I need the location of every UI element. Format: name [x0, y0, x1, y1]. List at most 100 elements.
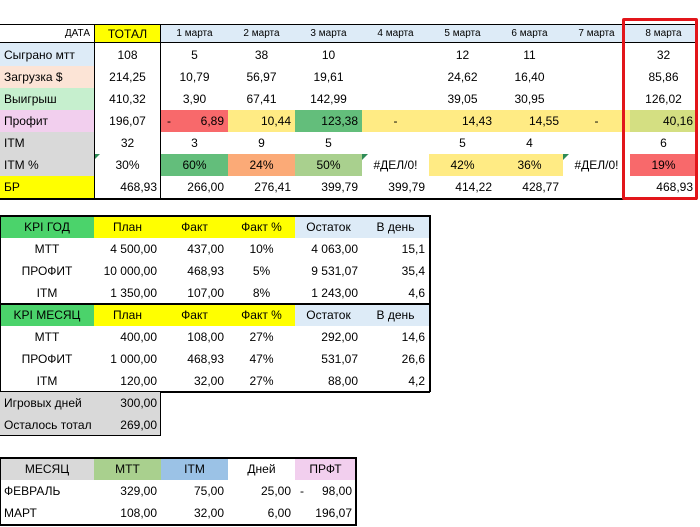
data-cell[interactable]: 10 000,00 [103, 264, 157, 278]
data-cell[interactable]: 14,43 [429, 110, 496, 132]
month-header-4[interactable]: ПРФТ [295, 458, 356, 480]
data-cell[interactable]: 47% [249, 352, 274, 366]
data-cell[interactable]: 276,41 [254, 180, 291, 194]
data-cell[interactable]: #ДЕЛ/0! [574, 158, 619, 172]
data-cell[interactable]: 468,93 [120, 180, 157, 194]
data-cell[interactable]: 16,40 [514, 70, 545, 84]
data-cell[interactable]: 410,32 [109, 92, 146, 106]
data-cell[interactable] [563, 66, 630, 88]
data-cell[interactable]: 4 063,00 [311, 242, 358, 256]
data-cell[interactable]: МТТ [34, 242, 60, 256]
data-cell[interactable]: МТТ [34, 330, 60, 344]
data-cell[interactable] [362, 132, 429, 154]
data-cell[interactable]: ФЕВРАЛЬ [4, 484, 61, 498]
data-cell[interactable]: 6,00 [267, 506, 291, 520]
data-cell[interactable]: 5 [459, 136, 466, 150]
kpi_month-header-2[interactable]: Факт [161, 304, 228, 326]
data-cell[interactable]: 428,77 [522, 180, 559, 194]
header-6[interactable]: 5 марта [429, 24, 496, 43]
data-cell[interactable]: 531,07 [321, 352, 358, 366]
kpi_year-header-1[interactable]: План [94, 216, 161, 238]
data-cell[interactable]: 67,41 [246, 92, 277, 106]
data-cell[interactable]: 14,6 [401, 330, 425, 344]
data-cell[interactable]: 9 531,07 [311, 264, 358, 278]
data-cell[interactable]: 1 000,00 [110, 352, 157, 366]
data-cell[interactable]: 142,99 [310, 92, 347, 106]
data-cell[interactable]: 399,79 [321, 180, 358, 194]
data-cell[interactable]: - [362, 110, 429, 132]
minus-sign[interactable]: - [167, 114, 171, 128]
data-cell[interactable]: 10% [249, 242, 274, 256]
data-cell[interactable]: ITM [36, 286, 58, 300]
header-9[interactable]: 8 марта [630, 24, 697, 43]
data-cell[interactable]: 400,00 [120, 330, 157, 344]
data-cell[interactable]: 38 [254, 47, 269, 62]
data-cell[interactable]: 4 [526, 136, 533, 150]
data-cell[interactable]: 108 [117, 47, 138, 62]
header-date[interactable]: ДАТА [64, 28, 90, 39]
days-label[interactable]: Осталось тотал [0, 414, 94, 436]
data-cell[interactable]: 32,00 [193, 374, 224, 388]
data-cell[interactable]: 214,25 [109, 70, 146, 84]
data-cell[interactable]: 107,00 [187, 286, 224, 300]
data-cell[interactable]: 40,16 [630, 110, 697, 132]
data-cell[interactable]: ПРОФИТ [21, 264, 73, 278]
month-header-0[interactable]: МЕСЯЦ [0, 458, 94, 480]
kpi_month-header-3[interactable]: Факт % [228, 304, 295, 326]
data-cell[interactable]: 4 500,00 [110, 242, 157, 256]
row-label[interactable]: ITM % [0, 154, 94, 176]
data-cell[interactable]: - [563, 110, 630, 132]
data-cell[interactable]: 27% [249, 330, 274, 344]
data-cell[interactable]: 32 [656, 47, 671, 62]
data-cell[interactable]: 6 [660, 136, 667, 150]
data-cell[interactable]: 10 [321, 47, 336, 62]
data-cell[interactable]: 5% [252, 264, 271, 278]
data-cell[interactable]: 25,00 [260, 484, 291, 498]
data-cell[interactable]: 24% [228, 154, 295, 176]
kpi_year-header-5[interactable]: В день [362, 216, 429, 238]
data-cell[interactable]: 26,6 [401, 352, 425, 366]
data-cell[interactable]: 9 [258, 136, 265, 150]
data-cell[interactable]: ITM [36, 374, 58, 388]
data-cell[interactable]: #ДЕЛ/0! [373, 158, 418, 172]
data-cell[interactable]: 10,44 [228, 110, 295, 132]
header-4[interactable]: 3 марта [295, 24, 362, 43]
row-label[interactable]: Сыграно мтт [0, 43, 94, 66]
data-cell[interactable]: 399,79 [388, 180, 425, 194]
data-cell[interactable]: 98,00 [321, 484, 352, 498]
data-cell[interactable]: 5 [191, 47, 198, 62]
kpi_year-header-3[interactable]: Факт % [228, 216, 295, 238]
kpi_year-header-4[interactable]: Остаток [295, 216, 362, 238]
month-header-3[interactable]: Дней [247, 462, 276, 476]
data-cell[interactable]: 123,38 [295, 110, 362, 132]
data-cell[interactable] [563, 176, 630, 198]
month-header-2[interactable]: ITM [161, 458, 228, 480]
data-cell[interactable]: 437,00 [187, 242, 224, 256]
data-cell[interactable] [563, 43, 630, 66]
row-label[interactable]: ITM [0, 132, 94, 154]
data-cell[interactable]: 39,05 [447, 92, 478, 106]
data-cell[interactable]: 196,07 [109, 114, 146, 128]
data-cell[interactable]: 108,00 [187, 330, 224, 344]
header-2[interactable]: 1 марта [161, 24, 228, 43]
data-cell[interactable]: 50% [295, 154, 362, 176]
minus-sign[interactable]: - [300, 484, 304, 498]
data-cell[interactable]: 19% [630, 154, 697, 176]
data-cell[interactable]: 468,93 [656, 180, 693, 194]
data-cell[interactable]: 30,95 [514, 92, 545, 106]
data-cell[interactable]: ПРОФИТ [21, 352, 73, 366]
data-cell[interactable]: 75,00 [193, 484, 224, 498]
row-label[interactable]: Загрузка $ [0, 66, 94, 88]
row-label[interactable]: Выигрыш [0, 88, 94, 110]
data-cell[interactable]: 30% [115, 158, 140, 172]
kpi_year-header-0[interactable]: KPI ГОД [0, 216, 94, 238]
kpi_year-header-2[interactable]: Факт [161, 216, 228, 238]
data-cell[interactable]: 32,00 [193, 506, 224, 520]
header-3[interactable]: 2 марта [228, 24, 295, 43]
header-5[interactable]: 4 марта [362, 24, 429, 43]
header-8[interactable]: 7 марта [563, 24, 630, 43]
data-cell[interactable]: 32 [120, 136, 135, 150]
row-label[interactable]: Профит [0, 110, 94, 132]
data-cell[interactable]: 60% [161, 154, 228, 176]
days-value[interactable]: 300,00 [94, 392, 161, 414]
